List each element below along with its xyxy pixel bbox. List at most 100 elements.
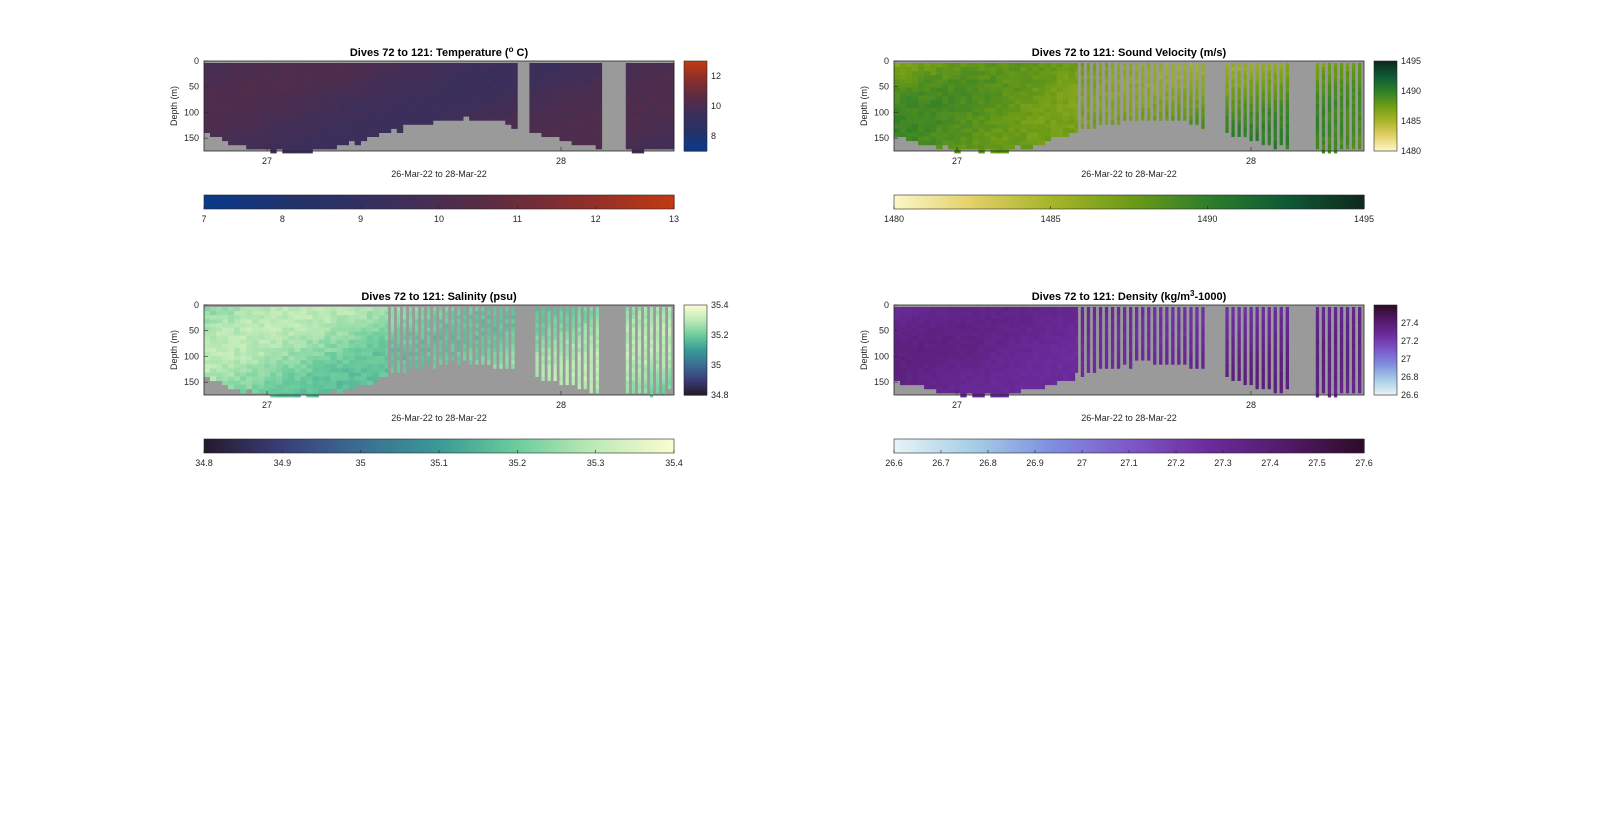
colorbar-segment	[207, 439, 213, 453]
cell	[1339, 83, 1344, 88]
cell	[463, 356, 467, 361]
cell	[1062, 120, 1070, 125]
cell	[1351, 116, 1356, 121]
cell	[463, 75, 470, 80]
cell	[942, 124, 949, 129]
cell	[505, 79, 512, 84]
cell	[324, 311, 331, 316]
cell	[414, 83, 422, 88]
cell	[372, 323, 380, 328]
cell	[990, 99, 997, 105]
cell	[1032, 79, 1039, 84]
cell	[1056, 75, 1064, 80]
cell	[324, 67, 331, 72]
colorbar-segment	[290, 195, 295, 209]
cell	[240, 120, 247, 125]
cell	[1074, 87, 1079, 92]
cell	[637, 132, 645, 137]
cell	[1279, 108, 1283, 113]
cell	[637, 99, 645, 105]
cell	[1135, 83, 1139, 88]
cell	[996, 331, 1003, 336]
cell	[475, 343, 479, 349]
cell	[595, 132, 603, 137]
cell	[547, 99, 554, 105]
cell	[426, 99, 434, 105]
colorbar-segment	[376, 439, 381, 453]
colorbar-segment	[431, 195, 436, 209]
cell	[547, 63, 554, 68]
cell	[414, 87, 422, 92]
cell	[300, 108, 307, 113]
cell	[246, 311, 253, 316]
cell	[288, 140, 295, 146]
colorbar-segment	[654, 439, 659, 453]
cell	[228, 331, 235, 336]
cell	[499, 87, 506, 92]
cell	[625, 327, 630, 332]
cell	[1032, 136, 1039, 142]
cell	[463, 79, 470, 84]
cell	[228, 360, 235, 365]
cell	[996, 124, 1003, 129]
cell	[1129, 103, 1133, 109]
cell	[966, 384, 973, 390]
cell	[637, 347, 642, 353]
cell	[372, 368, 380, 373]
cell	[330, 384, 337, 390]
cell	[978, 140, 985, 146]
cell	[1050, 63, 1058, 68]
cell	[1038, 95, 1045, 101]
cell	[366, 79, 374, 84]
cell	[204, 112, 211, 117]
cell	[511, 360, 515, 365]
cell	[240, 347, 247, 353]
cell	[276, 144, 283, 150]
cell	[294, 108, 301, 113]
cell	[318, 331, 325, 336]
cell	[565, 380, 569, 386]
cell	[1279, 71, 1283, 76]
cell	[469, 339, 473, 345]
cell	[1243, 79, 1247, 84]
cell	[342, 335, 349, 341]
cell	[996, 144, 1003, 150]
cell	[330, 380, 337, 386]
cell	[655, 384, 660, 390]
cell	[966, 323, 973, 328]
cell	[475, 99, 482, 105]
cell	[1231, 87, 1235, 92]
cell	[541, 307, 545, 312]
cell	[354, 315, 361, 320]
cell	[1165, 108, 1169, 113]
cell	[1116, 95, 1121, 101]
cell	[637, 124, 645, 129]
cell	[396, 75, 404, 80]
cell	[1056, 83, 1064, 88]
colorbar-segment	[298, 195, 303, 209]
cell	[469, 91, 476, 97]
cell	[984, 67, 991, 72]
cell	[222, 360, 229, 365]
cell	[1159, 63, 1163, 68]
cell	[342, 83, 349, 88]
cell	[595, 335, 599, 341]
cell	[216, 360, 223, 365]
cell	[1243, 75, 1247, 80]
cell	[643, 384, 648, 390]
cell	[1032, 120, 1039, 125]
cell	[625, 87, 633, 92]
cell	[228, 335, 235, 341]
colorbar-segment	[1374, 115, 1397, 118]
cell	[924, 319, 931, 324]
cell	[306, 108, 313, 113]
colorbar-segment	[399, 195, 405, 209]
cell	[294, 75, 301, 80]
cell	[547, 331, 551, 336]
cell	[1358, 108, 1362, 113]
cell	[643, 307, 648, 312]
cell	[625, 79, 633, 84]
cell	[583, 327, 587, 332]
cell	[894, 87, 901, 92]
cell	[960, 311, 967, 316]
